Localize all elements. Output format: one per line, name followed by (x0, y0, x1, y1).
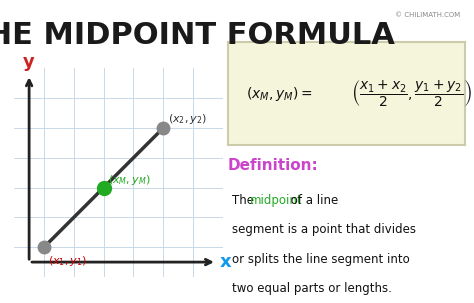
Text: $\left(\dfrac{x_1+x_2}{2},\dfrac{y_1+y_2}{2}\right)$: $\left(\dfrac{x_1+x_2}{2},\dfrac{y_1+y_2… (351, 79, 472, 109)
Text: two equal parts or lengths.: two equal parts or lengths. (232, 282, 392, 295)
Text: THE MIDPOINT FORMULA: THE MIDPOINT FORMULA (0, 21, 394, 50)
Text: midpoint: midpoint (250, 194, 303, 207)
Text: $(x_1,y_1)$: $(x_1,y_1)$ (48, 254, 88, 268)
Text: $(x_M,y_M)$: $(x_M,y_M)$ (108, 173, 151, 187)
Text: $(x_M,y_M)=$: $(x_M,y_M)=$ (246, 85, 313, 103)
Text: $(x_2,y_2)$: $(x_2,y_2)$ (168, 112, 207, 126)
Text: © CHILIMATH.COM: © CHILIMATH.COM (394, 12, 460, 18)
Text: or splits the line segment into: or splits the line segment into (232, 253, 410, 266)
Text: The: The (232, 194, 258, 207)
Text: segment is a point that divides: segment is a point that divides (232, 224, 416, 237)
Text: y: y (23, 53, 35, 72)
Text: x: x (220, 253, 231, 271)
Text: of a line: of a line (287, 194, 338, 207)
Text: Definition:: Definition: (228, 158, 318, 173)
